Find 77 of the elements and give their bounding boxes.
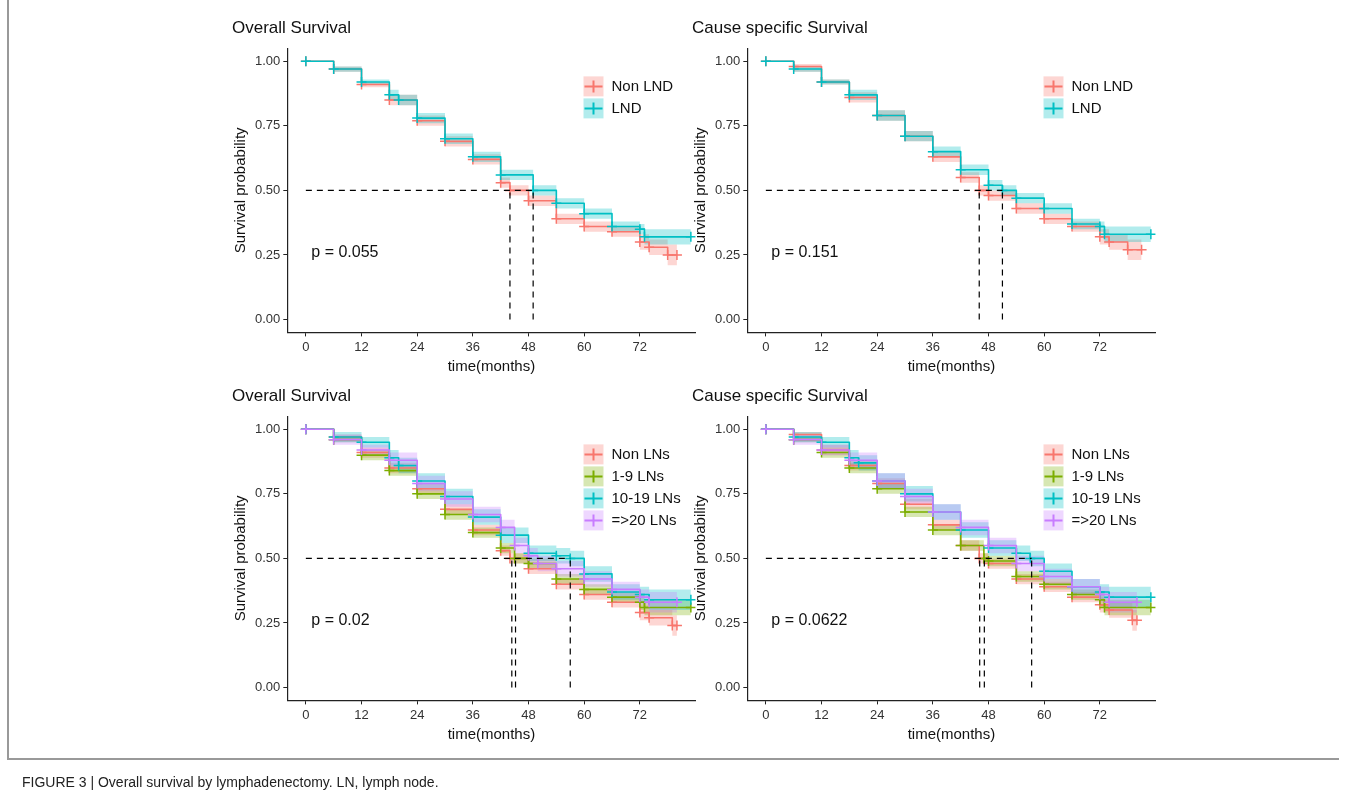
annotation: p = 0.0622: [771, 611, 848, 629]
x-tick-label: 60: [1036, 706, 1052, 722]
x-tick-label: 24: [869, 338, 885, 354]
x-tick-label: 12: [354, 706, 369, 722]
y-axis-title: Survival probability: [691, 494, 709, 622]
y-tick-label: 1.00: [714, 420, 741, 436]
y-axis-title: Survival probability: [691, 126, 709, 254]
x-tick-label: 0: [762, 706, 770, 722]
x-tick-label: 48: [981, 706, 996, 722]
legend-label: 1-9 LNs: [611, 466, 665, 484]
legend-label: 10-19 LNs: [1071, 488, 1141, 506]
x-tick-label: 36: [925, 706, 941, 722]
y-tick-label: 0.50: [714, 549, 741, 565]
legend-label: LND: [611, 98, 642, 116]
y-tick-label: 0.50: [254, 549, 281, 565]
x-tick-label: 48: [981, 338, 996, 354]
x-tick-label: 60: [576, 706, 592, 722]
x-tick-label: 36: [465, 706, 481, 722]
x-tick-label: 0: [762, 338, 770, 354]
chart-title: Overall Survival: [232, 385, 352, 405]
x-tick-label: 12: [814, 706, 829, 722]
x-axis-title: time(months): [447, 357, 536, 375]
x-tick-label: 60: [1036, 338, 1052, 354]
x-tick-label: 36: [925, 338, 941, 354]
x-axis-title: time(months): [447, 725, 536, 743]
x-tick-label: 48: [521, 338, 536, 354]
legend-label: Non LNs: [1071, 444, 1130, 462]
y-tick-label: 0.25: [254, 614, 281, 630]
chart-title: Overall Survival: [232, 17, 352, 37]
y-axis-title: Survival probability: [231, 494, 249, 622]
x-tick-label: 60: [576, 338, 592, 354]
x-tick-label: 12: [354, 338, 369, 354]
x-tick-label: 72: [1092, 338, 1108, 354]
y-tick-label: 0.25: [254, 246, 281, 262]
y-axis-title: Survival probability: [231, 126, 249, 254]
x-tick-label: 36: [465, 338, 481, 354]
x-tick-label: 72: [632, 706, 648, 722]
caption: FIGURE 3 | Overall survival by lymphadenectomy. LN, lymph node.: [22, 774, 439, 790]
x-tick-label: 72: [632, 338, 648, 354]
y-tick-label: 0.00: [714, 311, 741, 327]
legend-label: Non LNs: [611, 444, 670, 462]
y-tick-label: 0.75: [254, 485, 281, 501]
annotation: p = 0.02: [311, 611, 370, 629]
x-tick-label: 48: [521, 706, 536, 722]
x-axis-title: time(months): [907, 357, 996, 375]
legend-label: =>20 LNs: [611, 510, 677, 528]
y-tick-label: 0.25: [714, 246, 741, 262]
x-tick-label: 72: [1092, 706, 1108, 722]
chart-title: Cause specific Survival: [692, 385, 868, 405]
y-tick-label: 1.00: [254, 52, 281, 68]
y-tick-label: 0.75: [254, 117, 281, 133]
annotation: p = 0.055: [311, 243, 379, 261]
y-tick-label: 0.50: [254, 181, 281, 197]
legend-label: 1-9 LNs: [1071, 466, 1125, 484]
y-tick-label: 0.75: [714, 117, 741, 133]
x-tick-label: 12: [814, 338, 829, 354]
chart-title: Cause specific Survival: [692, 17, 868, 37]
x-tick-label: 24: [869, 706, 885, 722]
x-tick-label: 24: [409, 338, 425, 354]
y-tick-label: 0.00: [714, 679, 741, 695]
y-tick-label: 0.75: [714, 485, 741, 501]
legend-label: LND: [1071, 98, 1102, 116]
x-tick-label: 24: [409, 706, 425, 722]
y-tick-label: 1.00: [714, 52, 741, 68]
y-tick-label: 0.25: [714, 614, 741, 630]
x-axis-title: time(months): [907, 725, 996, 743]
legend-label: Non LND: [1071, 76, 1134, 94]
y-tick-label: 0.00: [254, 311, 281, 327]
x-tick-label: 0: [302, 706, 310, 722]
y-tick-label: 0.00: [254, 679, 281, 695]
legend-label: =>20 LNs: [1071, 510, 1137, 528]
legend-label: Non LND: [611, 76, 674, 94]
y-tick-label: 0.50: [714, 181, 741, 197]
annotation: p = 0.151: [771, 243, 839, 261]
legend-label: 10-19 LNs: [611, 488, 681, 506]
x-tick-label: 0: [302, 338, 310, 354]
y-tick-label: 1.00: [254, 420, 281, 436]
